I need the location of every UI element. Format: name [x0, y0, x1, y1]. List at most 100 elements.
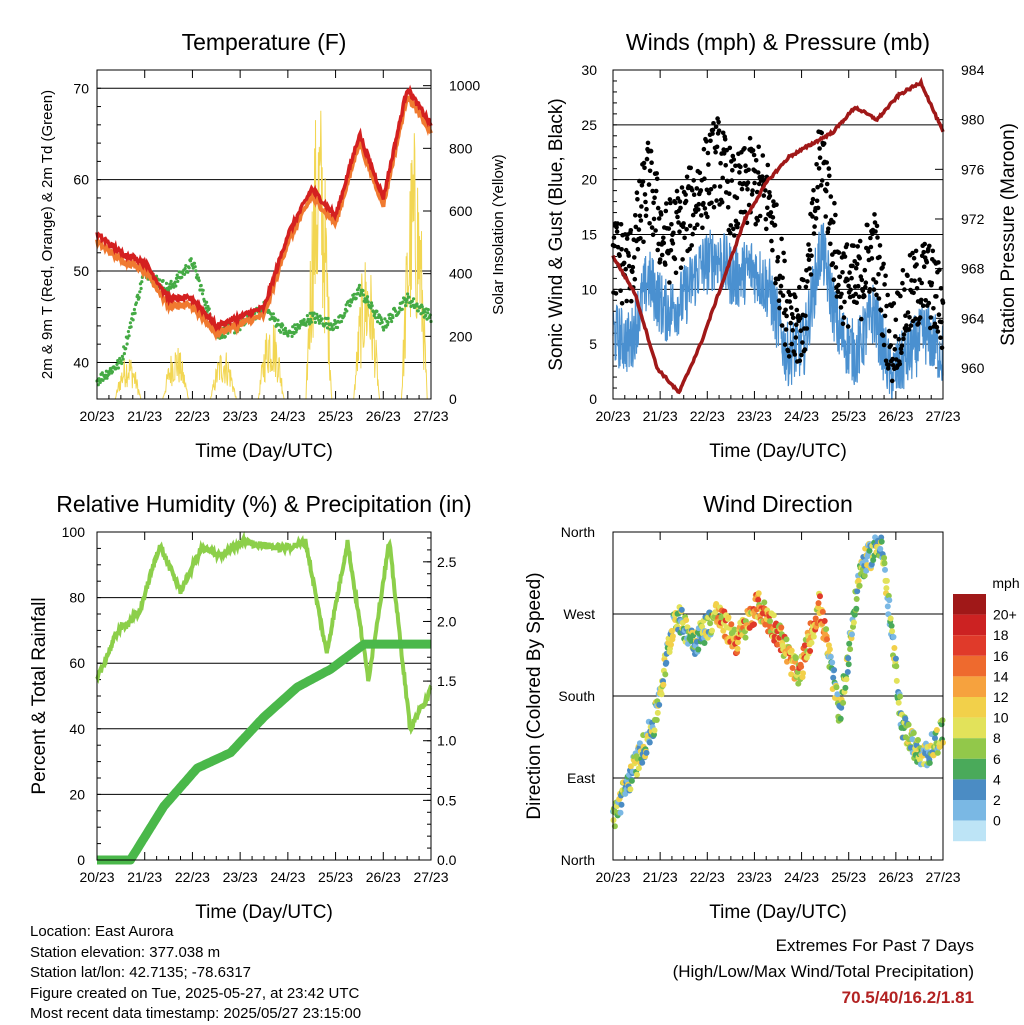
- wind-gust-point: [860, 288, 866, 294]
- wind-gust-point: [919, 280, 924, 286]
- wind-gust-point: [936, 260, 941, 265]
- direction-point: [889, 628, 896, 635]
- direction-ylabel: Direction (Colored By Speed): [524, 572, 545, 819]
- wind-gust-point: [704, 187, 710, 193]
- wind-gust-point: [731, 226, 736, 232]
- wind-gust-point: [701, 200, 706, 206]
- legend-label: 2: [993, 792, 1001, 808]
- direction-point: [855, 577, 862, 584]
- wind-gust-point: [638, 218, 644, 223]
- wind-gust-point: [783, 327, 789, 332]
- wind-gust-point: [807, 266, 812, 271]
- dewpoint-point: [161, 279, 165, 283]
- wind-gust-point: [643, 199, 648, 205]
- wind-gust-point: [876, 272, 881, 277]
- precipitation-line: [93, 639, 435, 865]
- dewpoint-point: [406, 292, 410, 296]
- direction-point: [653, 717, 660, 723]
- wind-gust-point: [823, 188, 829, 194]
- wind-gust-point: [655, 205, 661, 211]
- wind-gust-point: [896, 336, 902, 342]
- wind-gust-point: [845, 324, 851, 329]
- wind-gust-point: [742, 146, 747, 151]
- dewpoint-point: [193, 265, 197, 269]
- temperature-y2tick-label: 600: [449, 203, 473, 219]
- wind-gust-point: [667, 197, 673, 202]
- dewpoint-point: [168, 282, 172, 286]
- wind-gust-point: [872, 212, 877, 217]
- wind-gust-point: [917, 315, 923, 320]
- wind-gust-point: [787, 292, 793, 298]
- dewpoint-point: [189, 257, 193, 261]
- direction-point: [933, 727, 940, 733]
- wind-gust-point: [770, 215, 776, 220]
- winds-ytick-label: 0: [589, 391, 597, 407]
- direction-xtick-label: 21/23: [643, 869, 678, 885]
- wind-gust-point: [711, 204, 717, 210]
- direction-point: [881, 560, 888, 567]
- winds-ytick-label: 10: [581, 281, 597, 297]
- wind-gust-point: [733, 163, 738, 169]
- direction-point: [635, 765, 642, 772]
- extremes-title: Extremes For Past 7 Days: [775, 936, 974, 955]
- dewpoint-point: [383, 317, 387, 321]
- dewpoint-point: [376, 320, 380, 324]
- wind-gust-point: [714, 144, 720, 150]
- wind-gust-point: [688, 165, 693, 171]
- wind-gust-point: [908, 323, 914, 328]
- dewpoint-point: [283, 326, 287, 330]
- winds-xtick-label: 27/23: [925, 408, 960, 424]
- wind-gust-point: [792, 352, 798, 357]
- direction-point: [699, 623, 706, 630]
- winds-y2tick-label: 968: [961, 261, 985, 277]
- wind-gust-point: [794, 322, 799, 328]
- wind-gust-point: [844, 242, 850, 247]
- wind-gust-point: [811, 231, 817, 236]
- direction-point: [830, 674, 837, 681]
- wind-gust-point: [876, 296, 882, 301]
- dewpoint-point: [273, 317, 277, 321]
- dewpoint-point: [205, 300, 209, 304]
- direction-point: [849, 631, 855, 638]
- wind-gust-point: [794, 307, 800, 313]
- dewpoint-point: [105, 376, 109, 380]
- temperature-panel: Temperature (F) Time (Day/UTC) 20/23 21/23 2…: [39, 29, 507, 462]
- dewpoint-point: [394, 309, 398, 313]
- winds-ytick-label: 30: [581, 62, 597, 78]
- dewpoint-point: [194, 269, 198, 273]
- dewpoint-point: [119, 359, 123, 363]
- temperature-frame: [96, 69, 432, 400]
- wind-gust-point: [642, 192, 648, 197]
- dewpoint-point: [405, 298, 409, 302]
- dewpoint-point: [116, 366, 120, 370]
- dewpoint-point: [139, 286, 143, 291]
- wind-gust-point: [905, 310, 911, 315]
- humidity-ytick-label: 0: [77, 852, 85, 868]
- dewpoint-point: [390, 319, 394, 324]
- wind-gust-point: [659, 252, 665, 258]
- direction-point: [660, 681, 667, 688]
- wind-gust-point: [709, 200, 714, 206]
- dewpoint-point: [412, 297, 416, 301]
- dewpoint-point: [124, 347, 128, 351]
- wind-gust-point: [898, 293, 903, 299]
- wind-gust-point: [632, 255, 637, 260]
- wind-gust-point: [914, 262, 919, 267]
- dewpoint-point: [357, 286, 361, 290]
- dewpoint-point: [324, 322, 328, 326]
- wind-gust-point: [691, 192, 697, 197]
- wind-gust-point: [774, 202, 779, 207]
- dewpoint-point: [380, 320, 384, 324]
- humidity-ytick-label: 20: [69, 786, 85, 802]
- wind-gust-point: [738, 164, 743, 170]
- winds-xtick-label: 24/23: [784, 408, 819, 424]
- dewpoint-point: [174, 284, 178, 288]
- wind-gust-point: [921, 264, 927, 270]
- wind-gust-point: [638, 236, 643, 241]
- wind-gust-point: [886, 328, 892, 334]
- dewpoint-point: [101, 378, 105, 382]
- wind-gust-point: [788, 320, 793, 326]
- wind-gust-point: [903, 313, 908, 319]
- wind-gust-point: [780, 293, 786, 298]
- direction-point: [845, 661, 852, 668]
